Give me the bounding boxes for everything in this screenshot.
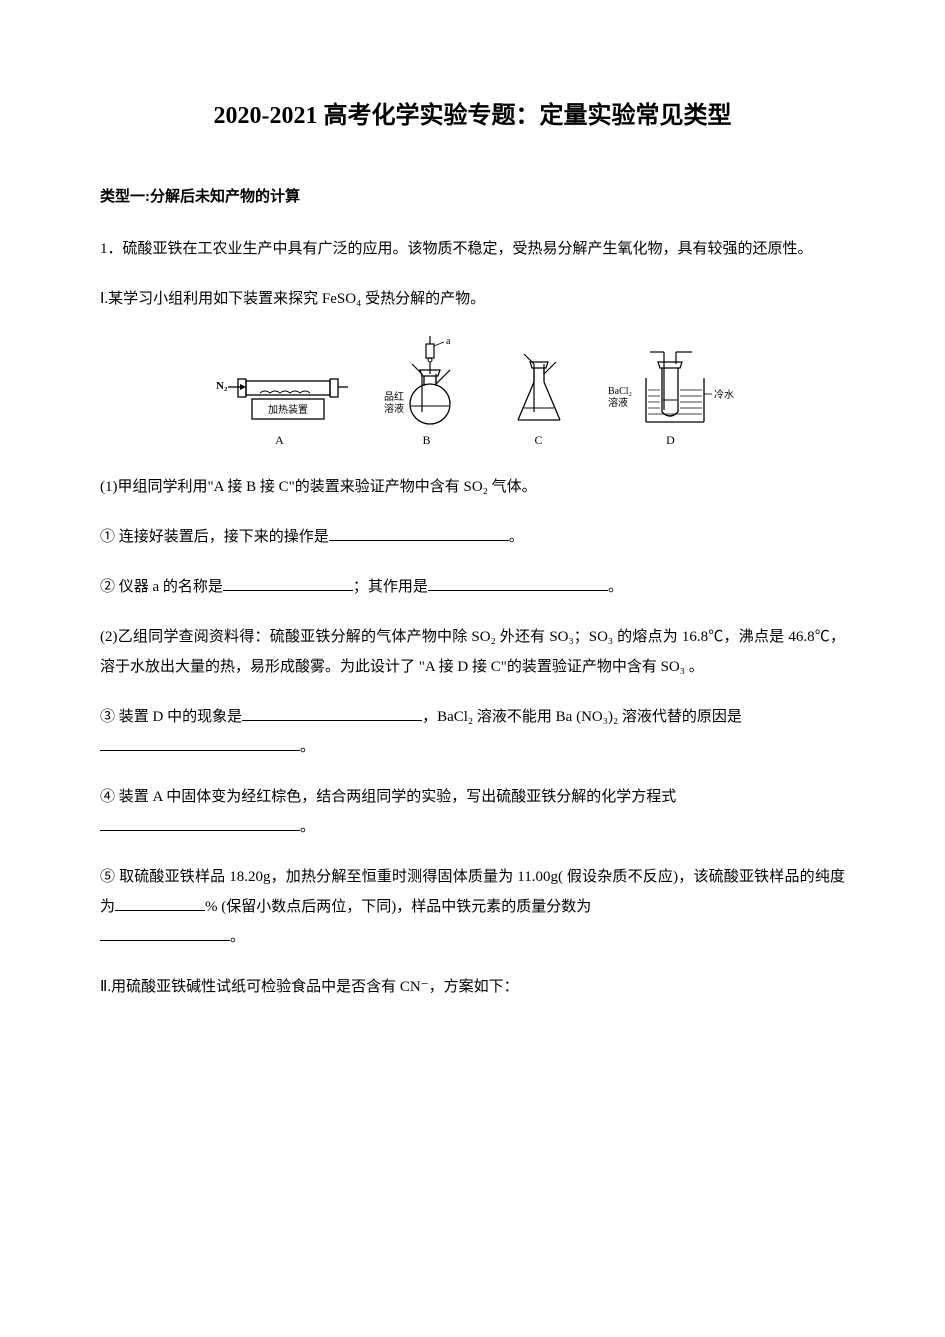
q2-a: ③ 装置 D 中的现象是 ，BaCl₂ 溶液不能用 Ba (NO₃)₂ 溶液代替的… <box>100 702 845 762</box>
part-i-heading: Ⅰ.某学习小组利用如下装置来探究 FeSO₄ 受热分解的产物。 <box>100 284 845 314</box>
device-b: a 品红 溶液 B <box>382 334 472 448</box>
period: 。 <box>230 929 245 945</box>
q2-c-text2: % (保留小数点后两位，下同)，样品中铁元素的质量分数为 <box>205 899 591 915</box>
bacl2-label-2: 溶液 <box>608 396 628 409</box>
pinred-label-2: 溶液 <box>384 402 404 415</box>
pinred-label-1: 品红 <box>384 390 404 403</box>
page-title: 2020-2021 高考化学实验专题：定量实验常见类型 <box>100 95 845 130</box>
device-a: N₂ 加热装置 A <box>210 369 350 448</box>
blank-field <box>428 575 608 592</box>
intro-paragraph: 1．硫酸亚铁在工农业生产中具有广泛的应用。该物质不稳定，受热易分解产生氧化物，具… <box>100 234 845 264</box>
blank-field <box>100 815 300 832</box>
n2-label: N₂ <box>216 380 228 392</box>
blank-field <box>223 575 353 592</box>
a-marker-label: a <box>446 336 451 347</box>
blank-field <box>100 925 230 942</box>
heating-tube-icon: N₂ 加热装置 <box>210 369 350 429</box>
device-a-label: A <box>275 433 284 448</box>
device-b-label: B <box>422 433 430 448</box>
blank-field <box>329 525 509 542</box>
bacl2-label-1: BaCl₂ <box>608 386 632 397</box>
apparatus-diagram: N₂ 加热装置 A a <box>100 334 845 448</box>
q2-intro: (2)乙组同学查阅资料得：硫酸亚铁分解的气体产物中除 SO₂ 外还有 SO₃；S… <box>100 622 845 682</box>
flask-b-icon: a 品红 溶液 <box>382 334 472 429</box>
q2-b: ④ 装置 A 中固体变为经红棕色，结合两组同学的实验，写出硫酸亚铁分解的化学方程… <box>100 782 845 842</box>
device-c: C <box>504 334 574 448</box>
beaker-d-icon: BaCl₂ 溶液 冷水 <box>606 334 736 429</box>
section-header: 类型一:分解后未知产物的计算 <box>100 185 845 206</box>
period: 。 <box>509 529 524 545</box>
blank-field <box>115 895 205 912</box>
q2-a-text1: ③ 装置 D 中的现象是 <box>100 709 242 725</box>
q2-a-text2: ，BaCl₂ 溶液不能用 Ba (NO₃)₂ 溶液代替的原因是 <box>422 709 742 725</box>
q1-b-text2: ；其作用是 <box>353 579 428 595</box>
device-d-label: D <box>666 433 675 448</box>
q2-b-text: ④ 装置 A 中固体变为经红棕色，结合两组同学的实验，写出硫酸亚铁分解的化学方程… <box>100 789 676 805</box>
period: 。 <box>608 579 623 595</box>
q1-intro: (1)甲组同学利用"A 接 B 接 C"的装置来验证产物中含有 SO₂ 气体。 <box>100 472 845 502</box>
q1-b: ② 仪器 a 的名称是 ；其作用是 。 <box>100 572 845 602</box>
cold-water-label: 冷水 <box>714 388 734 401</box>
part-ii-heading: Ⅱ.用硫酸亚铁碱性试纸可检验食品中是否含有 CN⁻，方案如下： <box>100 972 845 1002</box>
device-d: BaCl₂ 溶液 冷水 D <box>606 334 736 448</box>
flask-c-icon <box>504 334 574 429</box>
q1-a: ① 连接好装置后，接下来的操作是 。 <box>100 522 845 552</box>
q1-a-text: ① 连接好装置后，接下来的操作是 <box>100 529 329 545</box>
q1-b-text1: ② 仪器 a 的名称是 <box>100 579 223 595</box>
blank-field <box>100 735 300 752</box>
device-c-label: C <box>534 433 542 448</box>
q2-c: ⑤ 取硫酸亚铁样品 18.20g，加热分解至恒重时测得固体质量为 11.00g(… <box>100 862 845 952</box>
heating-label: 加热装置 <box>268 403 308 416</box>
period: 。 <box>300 819 315 835</box>
period: 。 <box>300 739 315 755</box>
blank-field <box>242 705 422 722</box>
